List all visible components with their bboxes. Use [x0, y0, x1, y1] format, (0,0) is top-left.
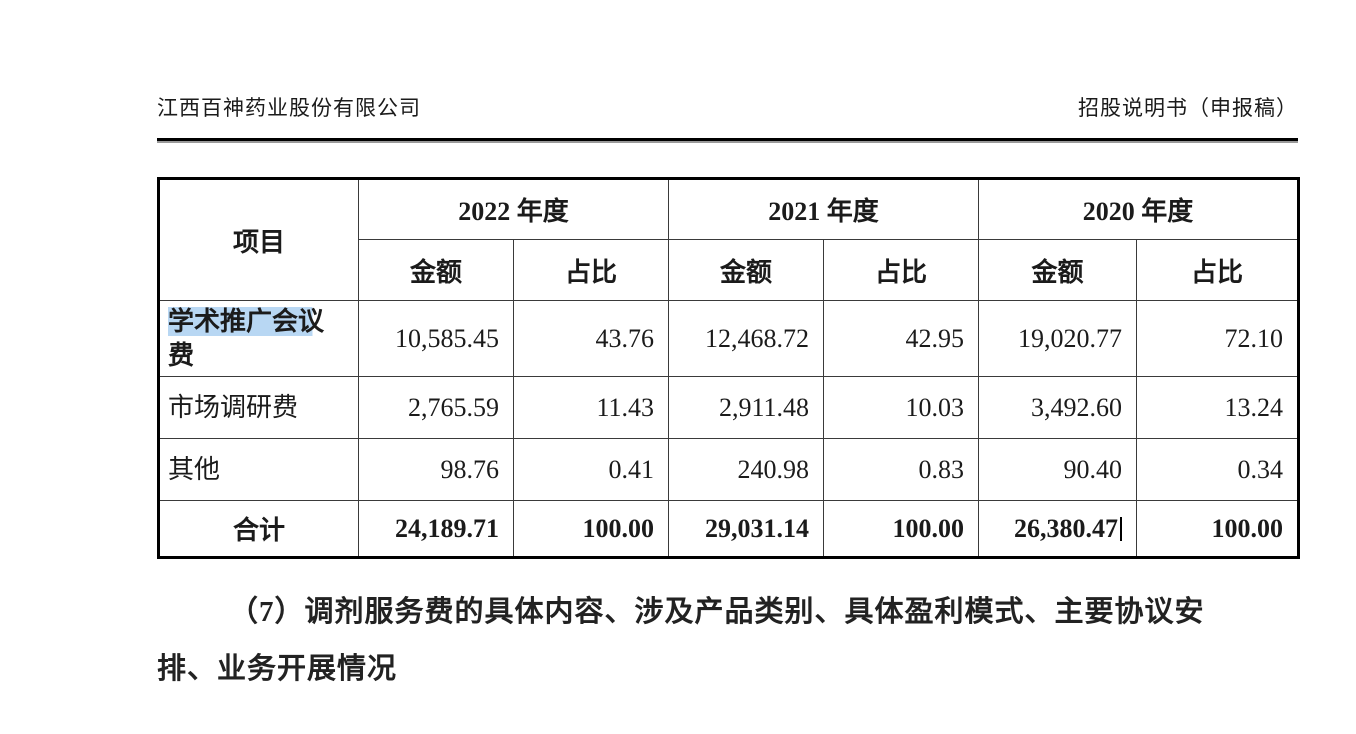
col-header-year-2020[interactable]: 2020 年度 — [978, 178, 1299, 240]
cell-2020-ratio[interactable]: 13.24 — [1136, 376, 1299, 439]
cell-2022-amount[interactable]: 98.76 — [358, 438, 514, 501]
col-header-amount-2020[interactable]: 金额 — [978, 239, 1137, 301]
text-cursor — [1120, 516, 1122, 541]
cell-2021-ratio[interactable]: 10.03 — [823, 376, 979, 439]
cell-2022-ratio[interactable]: 0.41 — [513, 438, 669, 501]
col-header-item[interactable]: 项目 — [158, 178, 359, 301]
col-header-amount-2021[interactable]: 金额 — [668, 239, 824, 301]
section-heading-paragraph: （7）调剂服务费的具体内容、涉及产品类别、具体盈利模式、主要协议安 排、业务开展… — [157, 584, 1298, 698]
cell-2021-amount[interactable]: 240.98 — [668, 438, 824, 501]
cell-2021-ratio[interactable]: 0.83 — [823, 438, 979, 501]
col-header-ratio-2021[interactable]: 占比 — [823, 239, 979, 301]
cell-2022-amount[interactable]: 2,765.59 — [358, 376, 514, 439]
cell-2022-amount[interactable]: 10,585.45 — [358, 300, 514, 377]
paragraph-line-2[interactable]: 排、业务开展情况 — [157, 653, 398, 685]
cell-2021-ratio[interactable]: 42.95 — [823, 300, 979, 377]
selected-text[interactable]: 学术推广会 — [168, 306, 299, 336]
cell-total-2022-ratio[interactable]: 100.00 — [513, 500, 669, 558]
cell-total-2021-ratio[interactable]: 100.00 — [823, 500, 979, 558]
doc-title[interactable]: 招股说明书（申报稿） — [1078, 96, 1298, 120]
row-label-other[interactable]: 其他 — [158, 438, 359, 501]
cell-2022-ratio[interactable]: 11.43 — [513, 376, 669, 439]
expense-table: 项目 2022 年度 2021 年度 2020 年度 金额 占比 金额 占比 金… — [157, 177, 1300, 559]
total-2020-amount-text: 26,380.47 — [1014, 513, 1118, 543]
row-label-academic-promotion[interactable]: 学术推广会议费 — [158, 300, 359, 377]
cell-total-2021-amount[interactable]: 29,031.14 — [668, 500, 824, 558]
col-header-amount-2022[interactable]: 金额 — [358, 239, 514, 301]
cell-2020-amount[interactable]: 90.40 — [978, 438, 1137, 501]
header-divider — [157, 138, 1298, 141]
cell-total-2020-amount[interactable]: 26,380.47 — [978, 500, 1137, 558]
col-header-ratio-2022[interactable]: 占比 — [513, 239, 669, 301]
table-row: 其他 98.76 0.41 240.98 0.83 90.40 0.34 — [158, 438, 1299, 501]
cell-total-2022-amount[interactable]: 24,189.71 — [358, 500, 514, 558]
cell-2020-amount[interactable]: 3,492.60 — [978, 376, 1137, 439]
table-header-years: 项目 2022 年度 2021 年度 2020 年度 — [158, 178, 1299, 301]
cell-total-2020-ratio[interactable]: 100.00 — [1136, 500, 1299, 558]
company-name[interactable]: 江西百神药业股份有限公司 — [157, 96, 421, 120]
col-header-year-2022[interactable]: 2022 年度 — [358, 178, 669, 240]
col-header-year-2021[interactable]: 2021 年度 — [668, 178, 979, 240]
table-row: 市场调研费 2,765.59 11.43 2,911.48 10.03 3,49… — [158, 376, 1299, 439]
cell-2021-amount[interactable]: 2,911.48 — [668, 376, 824, 439]
row-label-market-research[interactable]: 市场调研费 — [158, 376, 359, 439]
partially-selected-text[interactable]: 议 — [298, 306, 325, 336]
table-total-row: 合计 24,189.71 100.00 29,031.14 100.00 26,… — [158, 500, 1299, 558]
cell-2022-ratio[interactable]: 43.76 — [513, 300, 669, 377]
row-label-total[interactable]: 合计 — [158, 500, 359, 558]
cell-2020-ratio[interactable]: 72.10 — [1136, 300, 1299, 377]
cell-2020-amount[interactable]: 19,020.77 — [978, 300, 1137, 377]
label-wrap-text[interactable]: 费 — [168, 340, 195, 370]
col-header-ratio-2020[interactable]: 占比 — [1136, 239, 1299, 301]
cell-2020-ratio[interactable]: 0.34 — [1136, 438, 1299, 501]
paragraph-line-1[interactable]: （7）调剂服务费的具体内容、涉及产品类别、具体盈利模式、主要协议安 — [229, 596, 1205, 628]
table-row: 学术推广会议费 10,585.45 43.76 12,468.72 42.95 … — [158, 300, 1299, 377]
cell-2021-amount[interactable]: 12,468.72 — [668, 300, 824, 377]
document-header: 江西百神药业股份有限公司 招股说明书（申报稿） — [157, 92, 1298, 122]
